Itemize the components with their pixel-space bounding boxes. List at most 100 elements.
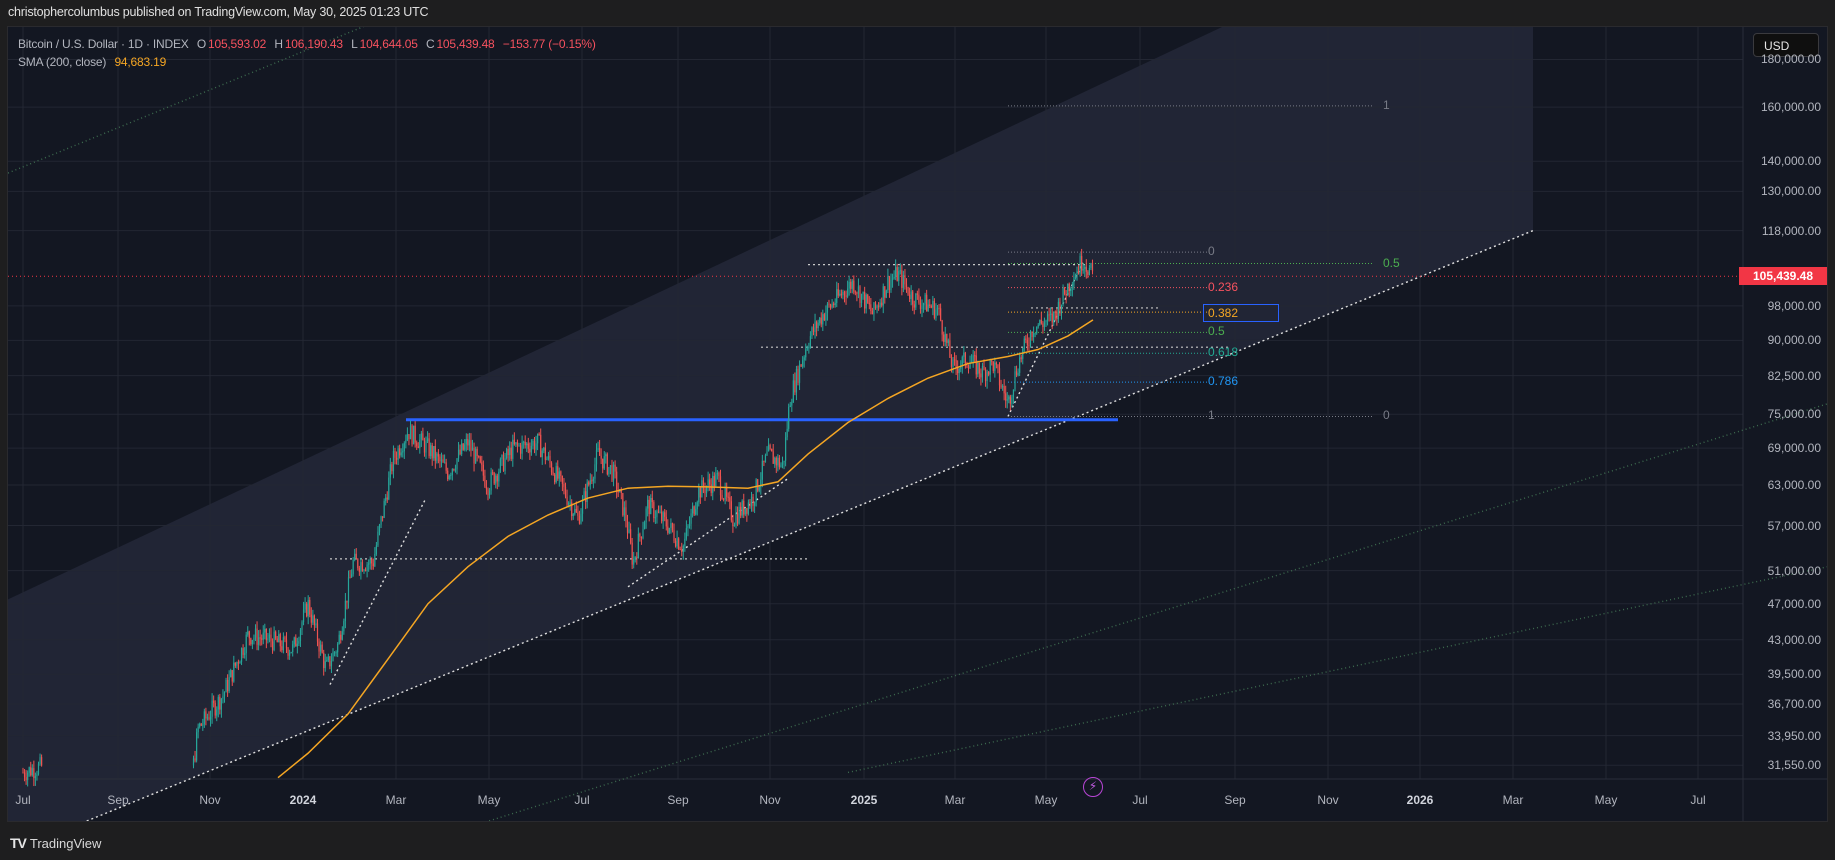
price-tick: 36,700.00 [1767, 696, 1821, 711]
candle-body [547, 455, 550, 459]
candle-body [791, 402, 793, 406]
candle-body [258, 637, 260, 645]
candle-body [878, 305, 880, 307]
candle-body [408, 434, 410, 440]
candle-body [409, 425, 412, 440]
time-tick: Jul [15, 793, 31, 807]
candle-body [825, 312, 827, 321]
candle-body [763, 460, 765, 463]
candle-body [893, 276, 895, 279]
candle-body [988, 371, 990, 375]
candle-body [771, 448, 773, 452]
price-tick: 33,950.00 [1767, 728, 1821, 743]
candle-body [614, 464, 616, 472]
lightning-event-icon[interactable]: ⚡ [1083, 777, 1103, 797]
candle-body [788, 407, 790, 429]
fib-label-0.5: 0.5 [1208, 324, 1225, 339]
candle-body [922, 303, 925, 306]
candle-body [209, 716, 212, 720]
candle-body [199, 723, 201, 727]
candle-body [337, 643, 339, 653]
candle-body [295, 637, 297, 647]
candle-body [1081, 256, 1083, 271]
candle-body [214, 702, 216, 716]
fib-label-0.382: 0.382 [1203, 304, 1280, 323]
candle-body [203, 711, 205, 725]
candle-body [490, 472, 492, 491]
price-tick: 43,000.00 [1767, 632, 1821, 647]
candle-body [344, 600, 346, 622]
candle-body [1026, 340, 1028, 346]
candle-body [220, 698, 222, 710]
candle-body [223, 692, 226, 697]
time-tick: 2025 [850, 793, 878, 807]
candle-body [952, 359, 954, 367]
candle-body [279, 634, 281, 647]
candle-body [1000, 385, 1002, 388]
candle-body [661, 511, 663, 522]
candle-body [395, 457, 398, 460]
candle-body [857, 286, 860, 294]
candle-body [504, 458, 506, 471]
trendline-parallel-low [847, 566, 1827, 774]
candle-body [355, 553, 357, 560]
candle-body [352, 560, 354, 575]
price-tick: 57,000.00 [1767, 518, 1821, 533]
candle-body [445, 462, 447, 471]
candle-body [23, 772, 26, 778]
time-tick: 2026 [1406, 793, 1434, 807]
candle-body [284, 637, 286, 640]
candle-body [217, 696, 219, 710]
candle-body [729, 497, 731, 502]
candle-body [382, 516, 384, 518]
time-tick: Mar [1502, 793, 1524, 807]
candle-body [712, 475, 714, 493]
candle-body [744, 508, 746, 515]
candle-body [492, 472, 494, 474]
candle-body [205, 711, 207, 719]
candle-body [577, 512, 579, 516]
candle-body [417, 446, 419, 449]
candle-body [378, 524, 381, 532]
sma-label[interactable]: SMA (200, close) [18, 55, 107, 69]
candle-body [667, 526, 669, 533]
candle-body [555, 466, 557, 483]
candle-body [927, 304, 929, 312]
candle-body [781, 462, 784, 465]
candle-body [287, 648, 289, 656]
chart-canvas[interactable] [8, 27, 1828, 822]
candle-body [671, 523, 674, 531]
candle-body [891, 278, 894, 280]
candle-body [248, 631, 250, 639]
candle-body [236, 662, 238, 666]
candle-body [461, 443, 463, 455]
candle-body [510, 447, 512, 459]
candle-body [502, 454, 505, 471]
candle-body [222, 696, 224, 699]
time-tick: 2024 [289, 793, 317, 807]
candle-body [428, 438, 430, 457]
candle-body [856, 292, 858, 294]
chart-frame[interactable]: Bitcoin / U.S. Dollar · 1D · INDEX O 105,… [7, 26, 1828, 822]
price-tick: 51,000.00 [1767, 563, 1821, 578]
candle-body [423, 440, 426, 453]
currency-button[interactable]: USD [1753, 33, 1819, 57]
candle-body [595, 450, 598, 465]
candle-body [433, 446, 435, 459]
candle-body [351, 574, 353, 578]
candle-body [335, 652, 337, 654]
candle-body [785, 437, 787, 461]
candle-body [39, 757, 41, 764]
candle-body [444, 462, 446, 464]
candle-body [881, 302, 883, 306]
candle-body [986, 371, 988, 382]
candle-body [578, 515, 581, 524]
symbol-label[interactable]: Bitcoin / U.S. Dollar · 1D · INDEX [18, 37, 189, 51]
candle-body [439, 456, 441, 462]
tradingview-brand[interactable]: TradingView [29, 835, 102, 851]
candle-body [473, 447, 475, 464]
candle-body [989, 360, 991, 375]
candle-body [485, 486, 488, 490]
candle-body [961, 356, 963, 367]
candle-body [530, 445, 532, 453]
